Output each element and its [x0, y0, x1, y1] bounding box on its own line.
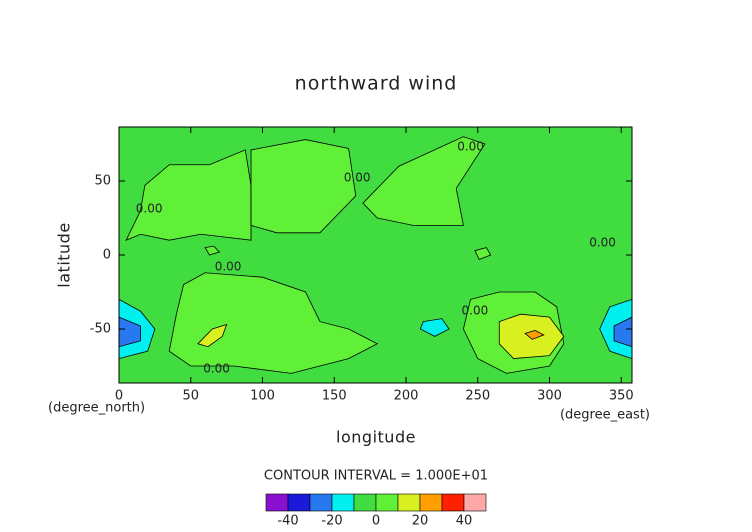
contour-region — [419, 318, 450, 337]
contour-region — [524, 330, 545, 340]
colorbar-box — [463, 493, 487, 512]
contour-region — [362, 136, 486, 226]
chart-title: northward wind — [295, 73, 458, 95]
colorbar-label: -20 — [321, 514, 342, 529]
contour-region — [204, 245, 221, 256]
x-axis-label: longitude — [336, 428, 416, 447]
y-tick-label: 50 — [94, 174, 111, 189]
contour-label: 0.00 — [462, 304, 489, 318]
colorbar-box — [375, 493, 399, 512]
x-tick-label: 50 — [182, 389, 199, 404]
colorbar-label: 20 — [412, 514, 429, 529]
y-tick-label: -50 — [90, 321, 111, 336]
x-tick-label: 150 — [322, 389, 347, 404]
colorbar-box — [397, 493, 421, 512]
contour-label: 0.00 — [136, 202, 163, 216]
contour-label: 0.00 — [344, 171, 371, 185]
colorbar-box — [287, 493, 311, 512]
contour-label: 0.00 — [203, 361, 230, 375]
colorbar-label: -40 — [277, 514, 298, 529]
x-tick-label: 100 — [250, 389, 275, 404]
x-tick-label: 300 — [537, 389, 562, 404]
x-tick-label: 200 — [394, 389, 419, 404]
contour-region — [197, 323, 228, 348]
colorbar-box — [309, 493, 333, 512]
colorbar-box — [353, 493, 377, 512]
y-tick-label: 0 — [103, 248, 111, 263]
contour-region — [250, 139, 357, 234]
x-unit: (degree_east) — [560, 408, 650, 423]
contour-region — [474, 247, 492, 260]
x-tick-label: 0 — [115, 389, 123, 404]
x-tick-label: 250 — [465, 389, 490, 404]
colorbar-label: 0 — [372, 514, 380, 529]
colorbar-box — [265, 493, 289, 512]
contour-label: 0.00 — [457, 139, 484, 153]
y-unit: (degree_north) — [48, 401, 145, 416]
x-tick-label: 350 — [609, 389, 634, 404]
contour-region — [125, 149, 252, 241]
colorbar-label: 40 — [456, 514, 473, 529]
contour-interval: CONTOUR INTERVAL = 1.000E+01 — [264, 469, 488, 484]
colorbar-box — [419, 493, 443, 512]
colorbar-box — [331, 493, 355, 512]
contour-label: 0.00 — [589, 236, 616, 250]
contour-region — [168, 272, 379, 374]
y-axis-label: latitude — [55, 222, 74, 287]
colorbar-box — [441, 493, 465, 512]
contour-label: 0.00 — [215, 259, 242, 273]
